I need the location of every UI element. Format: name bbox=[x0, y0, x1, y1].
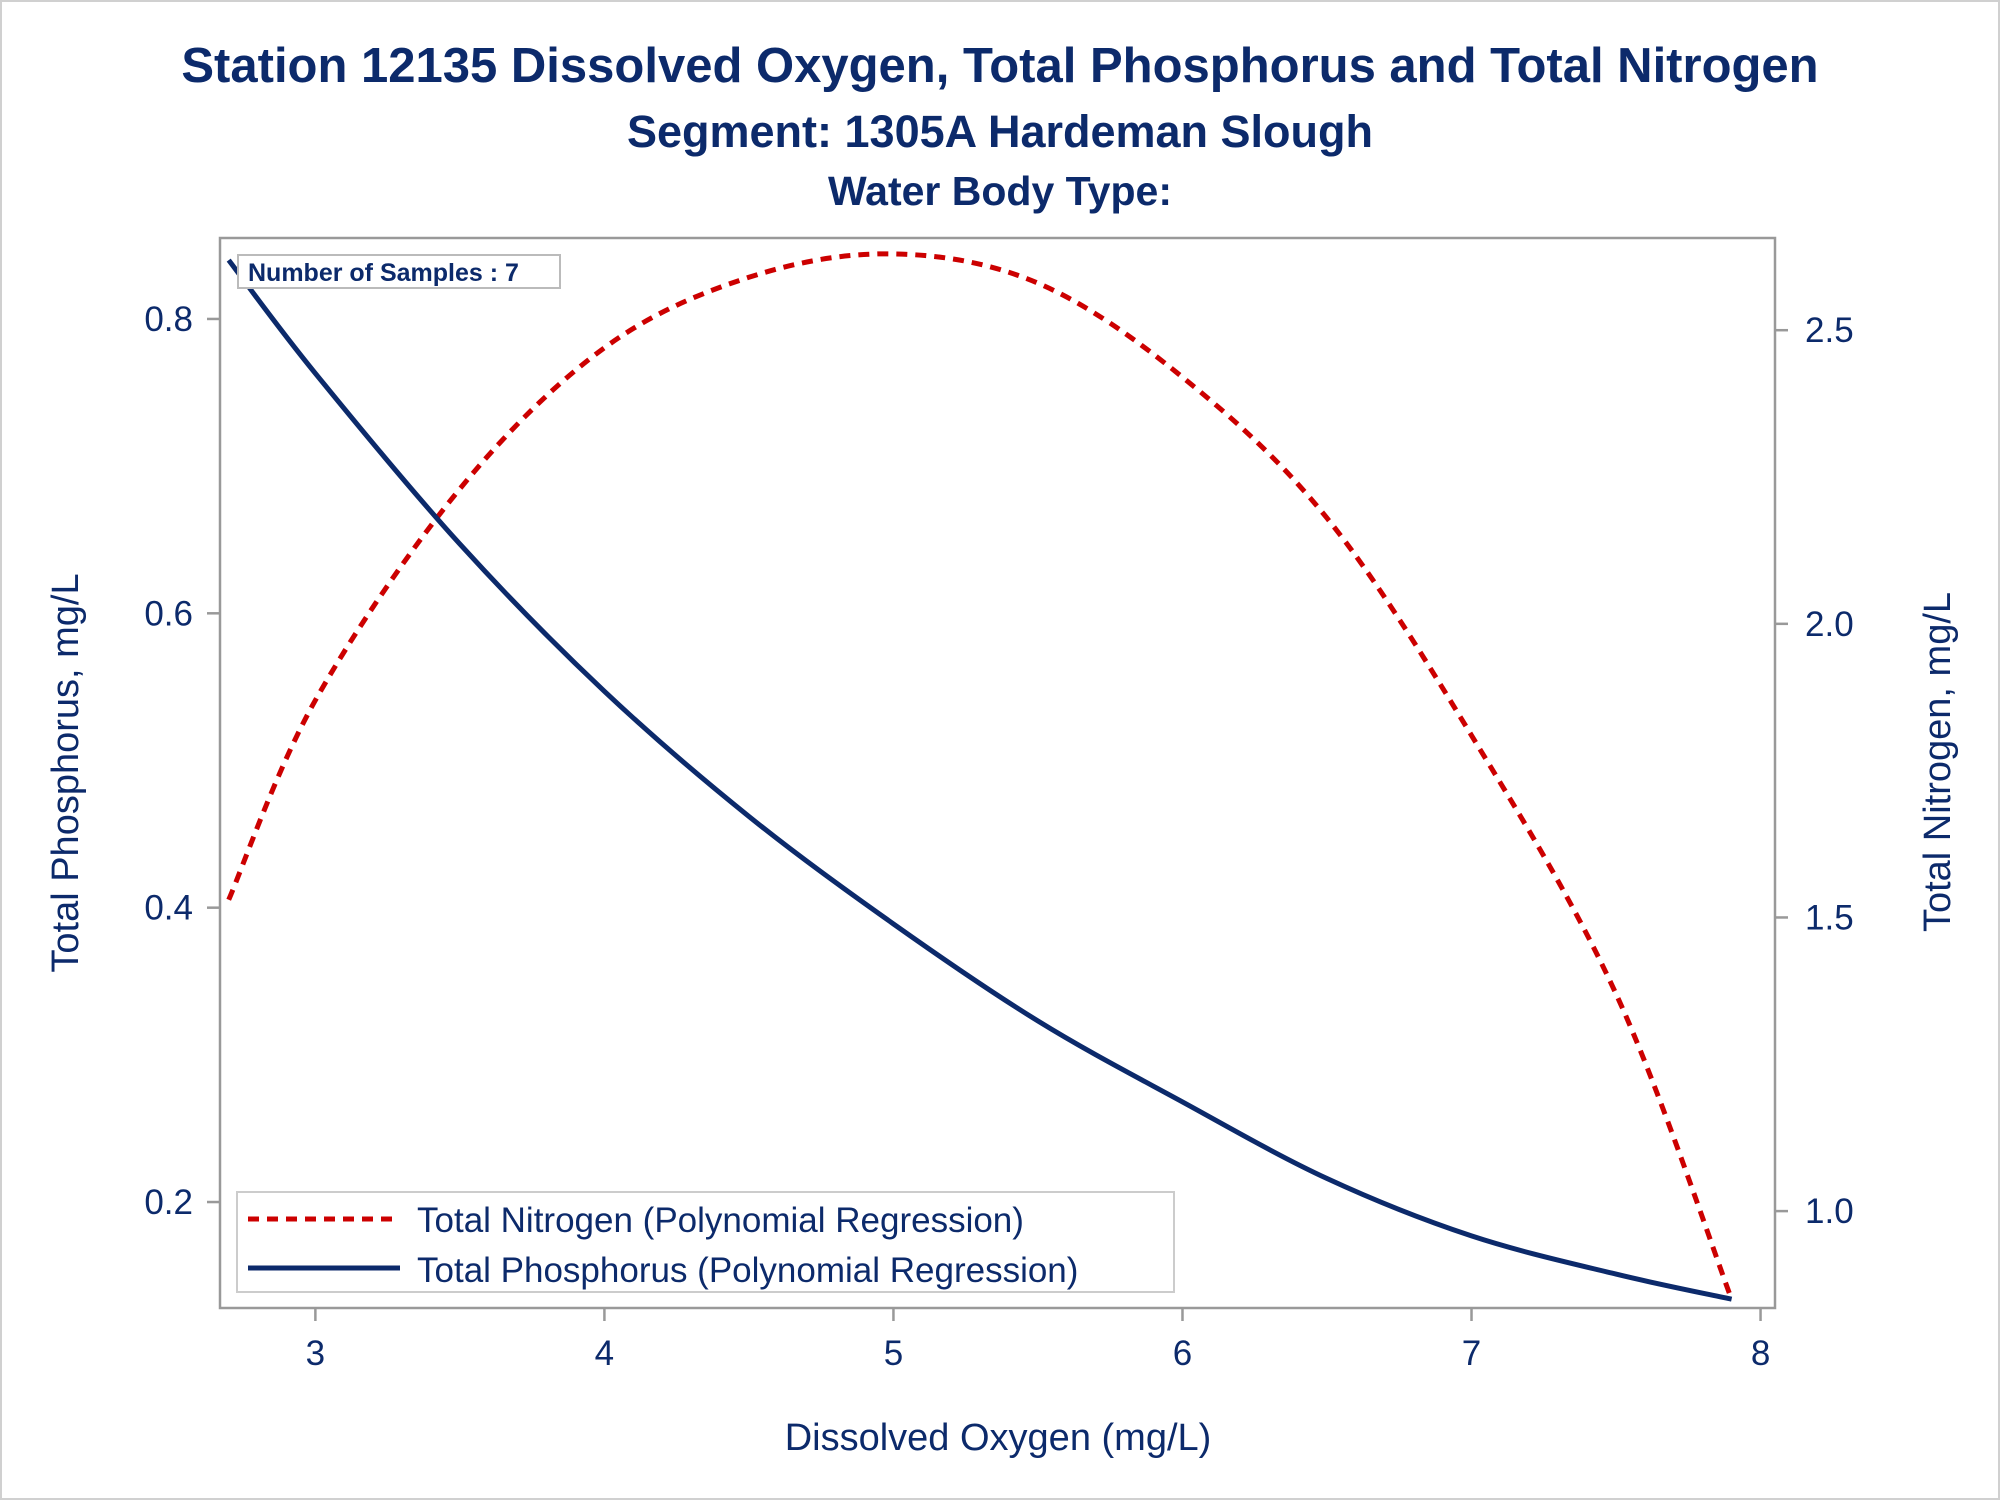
legend-box bbox=[236, 1191, 1175, 1293]
axis-ticks: 3 4 5 6 7 8 0.2 0.4 0.6 0.8 1.0 1.5 2.0 2.5 bbox=[144, 300, 1853, 1373]
x-tick-label: 7 bbox=[1462, 1334, 1481, 1373]
y-left-tick-label: 0.4 bbox=[144, 889, 193, 928]
x-tick-label: 4 bbox=[595, 1334, 614, 1373]
chart-title: Station 12135 Dissolved Oxygen, Total Ph… bbox=[181, 39, 1819, 93]
x-tick-label: 5 bbox=[884, 1334, 903, 1373]
phosphorus-regression-line bbox=[226, 258, 1733, 1302]
sample-count-label: Number of Samples : 7 bbox=[248, 259, 519, 287]
legend: Total Nitrogen (Polynomial Regression) T… bbox=[236, 1191, 1175, 1293]
y-left-tick-label: 0.6 bbox=[144, 594, 193, 633]
legend-nitrogen-label: Total Nitrogen (Polynomial Regression) bbox=[417, 1201, 1024, 1240]
x-tick-label: 6 bbox=[1173, 1334, 1192, 1373]
y-right-tick-label: 1.0 bbox=[1805, 1192, 1854, 1231]
inset-box bbox=[237, 254, 561, 289]
y-left-axis-title: Total Phosphorus, mg/L bbox=[45, 573, 87, 972]
x-tick-label: 8 bbox=[1751, 1334, 1770, 1373]
plot-area bbox=[218, 236, 1777, 1310]
y-right-tick-label: 2.0 bbox=[1805, 605, 1854, 644]
nitrogen-regression-line bbox=[226, 251, 1734, 1301]
y-right-tick-label: 1.5 bbox=[1805, 898, 1854, 937]
chart-subtitle: Segment: 1305A Hardeman Slough bbox=[626, 106, 1373, 157]
y-left-tick-label: 0.2 bbox=[144, 1183, 193, 1222]
y-left-tick-label: 0.8 bbox=[144, 300, 193, 339]
y-right-axis-title: Total Nitrogen, mg/L bbox=[1917, 592, 1959, 932]
series-layer bbox=[226, 251, 1734, 1302]
sample-count-inset: Number of Samples : 7 bbox=[237, 254, 561, 289]
x-axis-title: Dissolved Oxygen (mg/L) bbox=[785, 1417, 1212, 1459]
chart-subtitle-2: Water Body Type: bbox=[828, 168, 1172, 214]
x-tick-label: 3 bbox=[306, 1334, 325, 1373]
legend-phosphorus-label: Total Phosphorus (Polynomial Regression) bbox=[417, 1251, 1078, 1290]
y-right-tick-label: 2.5 bbox=[1805, 311, 1854, 350]
